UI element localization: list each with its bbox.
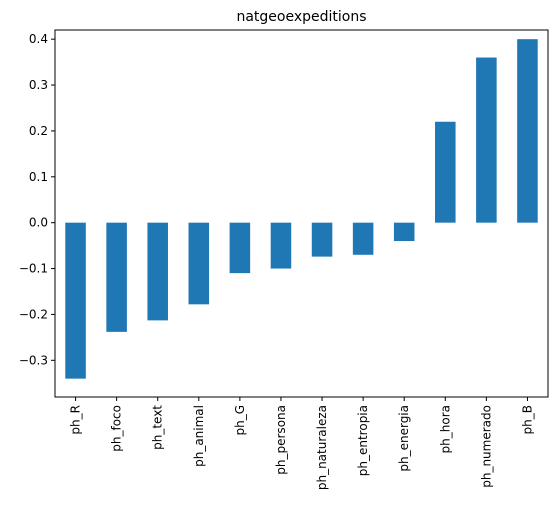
y-tick-label: −0.3 [19,353,48,367]
y-tick-label: −0.2 [19,307,48,321]
bars-group [65,39,538,379]
x-tick-label: ph_R [69,405,83,435]
plot-frame [54,29,549,398]
bar-ph_R [65,222,86,379]
bar-ph_energia [393,222,415,242]
bar-ph_text [147,222,168,321]
bar-ph_hora [435,121,456,223]
y-tick-label: −0.1 [19,262,48,276]
x-tick-label: ph_energia [397,405,411,472]
x-tick-label: ph_naturaleza [315,405,329,490]
bar-ph_B [517,39,538,223]
bar-ph_naturaleza [311,222,333,257]
y-tick-label: 0.1 [29,170,48,184]
bar-ph_entropia [352,222,374,255]
x-tick-label: ph_persona [274,405,288,475]
x-tick-label: ph_animal [192,405,206,467]
x-tick-label: ph_hora [438,405,452,453]
y-axis: −0.3 −0.2 −0.1 0.0 0.1 0.2 0.3 0.4 [19,32,55,367]
bar-ph_foco [106,222,127,332]
y-tick-label: 0.4 [29,32,48,46]
y-tick-label: 0.2 [29,124,48,138]
chart-title: natgeoexpeditions [236,9,366,25]
x-tick-label: ph_B [520,405,534,434]
x-tick-label: ph_numerado [479,405,493,488]
y-tick-label: 0.0 [29,216,48,230]
bar-ph_G [229,222,251,274]
x-tick-label: ph_text [151,405,165,450]
x-axis: ph_R ph_foco ph_text ph_animal ph_G ph_person… [69,397,534,490]
x-tick-label: ph_foco [110,405,124,452]
y-tick-label: 0.3 [29,78,48,92]
bar-ph_animal [188,222,210,305]
x-tick-label: ph_entropia [356,405,370,476]
bar-ph_numerado [476,57,497,223]
x-tick-label: ph_G [233,405,247,436]
bar-ph_persona [270,222,292,269]
